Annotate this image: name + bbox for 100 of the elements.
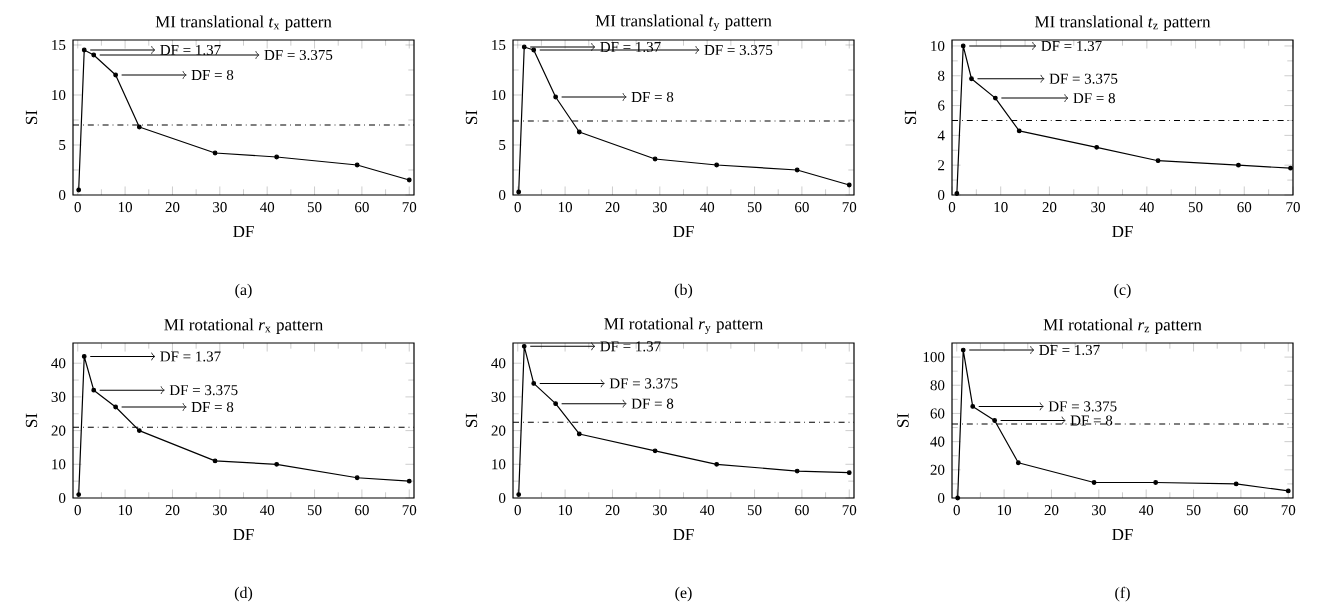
chart-title: MI rotational r$_{y}$ pattern xyxy=(604,317,763,334)
point xyxy=(576,129,582,135)
x-tick-label: 30 xyxy=(213,505,227,516)
point xyxy=(406,177,412,183)
x-tick-label: 40 xyxy=(1138,505,1154,516)
y-tick-label: 20 xyxy=(491,425,506,436)
point xyxy=(136,124,142,130)
y-tick-label: 15 xyxy=(492,39,506,51)
point xyxy=(1091,480,1097,485)
y-tick-label: 0 xyxy=(938,189,945,201)
point xyxy=(406,478,412,484)
point xyxy=(91,52,97,58)
y-tick-label: 5 xyxy=(499,140,506,150)
x-tick-label: 60 xyxy=(795,505,809,516)
x-tick-label: 20 xyxy=(605,202,620,213)
point xyxy=(113,404,119,410)
y-tick-label: 40 xyxy=(930,436,945,447)
x-tick-label: 70 xyxy=(1281,505,1296,516)
x-tick-label: 20 xyxy=(1042,202,1057,213)
x-tick-label: 20 xyxy=(165,202,180,213)
point xyxy=(521,44,527,50)
annotation: DF = 1.37 xyxy=(160,351,221,362)
x-tick-label: 10 xyxy=(997,505,1012,516)
y-tick-label: 0 xyxy=(59,492,66,504)
point xyxy=(1094,144,1100,150)
point xyxy=(76,492,82,498)
y-tick-label: 10 xyxy=(52,459,66,470)
point xyxy=(212,150,218,156)
point xyxy=(794,468,800,474)
annotation: DF = 8 xyxy=(191,69,234,81)
x-tick-label: 40 xyxy=(259,202,275,213)
x-axis-title: DF xyxy=(233,528,254,541)
y-tick-label: 15 xyxy=(52,39,66,51)
chart-title: MI rotational r$_{z}$ pattern xyxy=(1043,318,1202,334)
point xyxy=(652,448,658,454)
x-tick-label: 20 xyxy=(1044,505,1059,516)
chart-title: MI translational t$_{y}$ pattern xyxy=(595,14,772,31)
y-tick-label: 0 xyxy=(59,189,66,201)
annotation: DF = 8 xyxy=(1070,415,1113,426)
y-tick-label: 10 xyxy=(492,459,506,470)
text: (f) xyxy=(1115,586,1130,602)
annotation: DF = 3.375 xyxy=(609,378,678,389)
y-tick-label: 100 xyxy=(923,352,945,363)
x-tick-label: 40 xyxy=(1139,202,1154,213)
annotation: DF = 1.37 xyxy=(160,44,221,56)
point xyxy=(274,154,280,160)
x-tick-label: 60 xyxy=(355,505,369,516)
x-tick-label: 50 xyxy=(747,202,762,213)
text: (a) xyxy=(235,283,252,299)
point xyxy=(794,167,800,173)
x-tick-label: 30 xyxy=(653,202,667,213)
point xyxy=(91,387,97,393)
x-tick-label: 30 xyxy=(213,202,227,213)
y-tick-label: 80 xyxy=(930,380,945,391)
x-tick-label: 60 xyxy=(795,202,809,213)
annotation: DF = 1.37 xyxy=(600,41,661,53)
x-tick-label: 70 xyxy=(1286,202,1300,213)
point xyxy=(516,189,522,195)
point xyxy=(714,162,720,168)
point xyxy=(1153,480,1159,485)
x-tick-label: 20 xyxy=(605,505,620,516)
point xyxy=(955,495,961,501)
x-tick-label: 40 xyxy=(699,505,715,516)
point xyxy=(846,470,852,476)
y-tick-label: 60 xyxy=(930,408,945,419)
x-tick-label: 70 xyxy=(402,505,417,516)
y-axis-title: SI xyxy=(904,110,917,124)
x-tick-label: 50 xyxy=(1186,505,1201,516)
x-axis-title: DF xyxy=(673,528,694,541)
chart-title: MI translational t$_{z}$ pattern xyxy=(1034,15,1211,31)
chart-title: MI translational t$_{x}$ pattern xyxy=(155,15,332,31)
x-tick-label: 0 xyxy=(514,202,521,213)
x-tick-label: 30 xyxy=(1091,202,1106,213)
point xyxy=(553,401,559,407)
annotation: DF = 8 xyxy=(1073,93,1115,104)
y-tick-label: 20 xyxy=(51,425,66,436)
text: (c) xyxy=(1114,283,1131,299)
y-tick-label: 4 xyxy=(937,130,945,141)
annotation: DF = 1.37 xyxy=(600,341,661,352)
y-tick-label: 30 xyxy=(491,391,506,402)
y-tick-label: 0 xyxy=(499,492,506,504)
y-tick-label: 5 xyxy=(59,140,66,150)
point xyxy=(354,475,360,481)
point xyxy=(274,461,280,467)
point xyxy=(531,381,537,386)
y-axis-title: SI xyxy=(465,110,478,124)
y-tick-label: 10 xyxy=(52,89,66,101)
point xyxy=(1016,128,1022,134)
x-tick-label: 60 xyxy=(1237,202,1252,213)
y-tick-label: 8 xyxy=(938,70,945,81)
point xyxy=(113,72,119,78)
x-tick-label: 0 xyxy=(948,202,956,213)
x-tick-label: 10 xyxy=(118,202,133,213)
point xyxy=(81,47,87,53)
chart-title: MI rotational r$_{x}$ pattern xyxy=(164,318,323,334)
point xyxy=(992,95,998,101)
x-axis-title: DF xyxy=(1112,528,1133,541)
point xyxy=(846,182,852,188)
point xyxy=(652,156,658,162)
x-tick-label: 60 xyxy=(1234,505,1248,516)
